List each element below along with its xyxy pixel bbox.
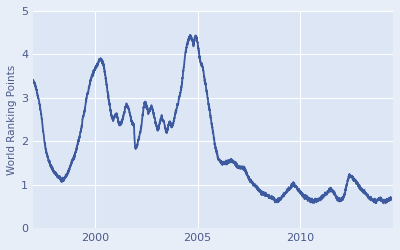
Y-axis label: World Ranking Points: World Ranking Points xyxy=(7,64,17,175)
